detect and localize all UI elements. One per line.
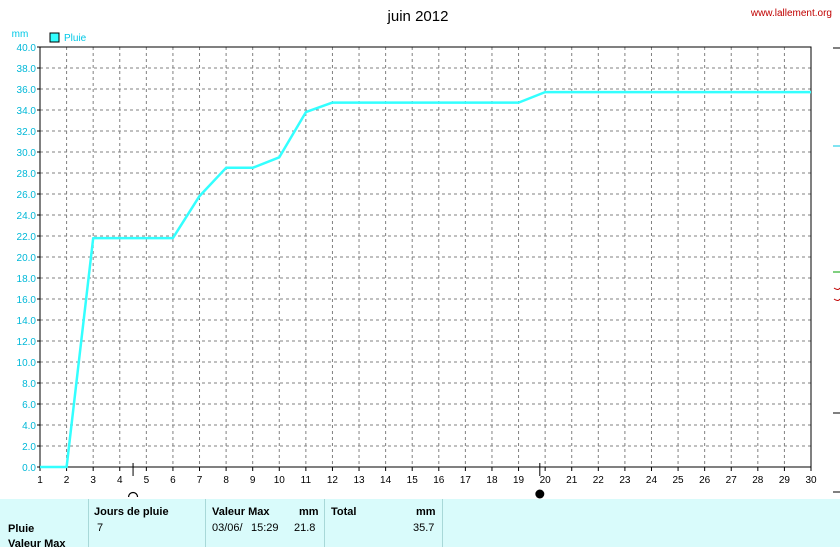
divider [88, 499, 89, 547]
valmax-unit: mm [299, 506, 319, 518]
x-tick-label: 25 [673, 475, 685, 486]
x-tick-label: 3 [90, 475, 96, 486]
divider [442, 499, 443, 547]
x-tick-label: 27 [726, 475, 738, 486]
x-tick-label: 15 [407, 475, 419, 486]
grid [40, 47, 811, 467]
source-label: www.lallement.org [750, 8, 832, 19]
x-tick-label: 8 [223, 475, 229, 486]
stats-row-label: Pluie [8, 523, 35, 535]
y-axis: 0.0 2.0 4.0 6.0 8.0 10.0 12.0 14.0 16.0 18.0 20.0 2… [17, 43, 40, 474]
y-tick-label: 40.0 [17, 43, 37, 54]
x-axis: 1 2 3 4 5 6 7 8 9 10 11 12 13 14 15 16 17 18 19 20 21 22 23 24 2… [37, 467, 817, 486]
x-tick-label: 17 [460, 475, 472, 486]
stats-row-label-2: Valeur Max [8, 538, 66, 550]
x-tick-label: 16 [433, 475, 445, 486]
x-tick-label: 19 [513, 475, 525, 486]
moon-phases [127, 463, 545, 499]
valmax-header: Valeur Max [212, 506, 270, 518]
legend: Pluie [49, 32, 87, 44]
valmax-value: 21.8 [294, 522, 316, 534]
y-tick-label: 16.0 [17, 295, 37, 306]
new-moon-icon [535, 489, 545, 499]
y-tick-label: 30.0 [17, 148, 37, 159]
x-tick-label: 1 [37, 475, 43, 486]
y-tick-label: 10.0 [17, 358, 37, 369]
y-tick-label: 38.0 [17, 64, 37, 75]
x-tick-label: 21 [566, 475, 578, 486]
plot-frame [39, 46, 812, 468]
divider [324, 499, 325, 547]
x-tick-label: 11 [301, 475, 312, 486]
series-pluie [40, 90, 811, 469]
x-tick-label: 5 [144, 475, 150, 486]
valmax-time: 15:29 [251, 522, 279, 534]
x-tick-label: 18 [486, 475, 498, 486]
y-tick-label: 12.0 [17, 337, 37, 348]
first-quarter-moon-icon [127, 491, 139, 498]
y-tick-label: 36.0 [17, 85, 37, 96]
total-value: 35.7 [413, 522, 435, 534]
x-tick-label: 4 [117, 475, 123, 486]
rain-chart: juin 2012 www.lallement.org mm Pluie 0.0… [12, 8, 840, 499]
x-tick-label: 7 [197, 475, 203, 486]
y-tick-label: 18.0 [17, 274, 37, 285]
y-unit-label: mm [12, 29, 29, 40]
y-tick-label: 20.0 [17, 253, 37, 264]
x-tick-label: 20 [540, 475, 552, 486]
y-tick-label: 28.0 [17, 169, 37, 180]
x-tick-label: 28 [752, 475, 764, 486]
x-tick-label: 30 [805, 475, 817, 486]
x-tick-label: 6 [170, 475, 176, 486]
right-edge-marks [833, 47, 840, 493]
x-tick-label: 9 [250, 475, 256, 486]
x-tick-label: 10 [274, 475, 286, 486]
chart-title: juin 2012 [387, 8, 449, 25]
jours-header: Jours de pluie [94, 506, 169, 518]
x-tick-label: 13 [353, 475, 365, 486]
jours-value: 7 [97, 522, 104, 534]
x-tick-label: 2 [64, 475, 70, 486]
series-line-pluie [40, 90, 811, 469]
total-header: Total [331, 506, 357, 518]
legend-swatch [49, 32, 60, 43]
x-tick-label: 24 [646, 475, 658, 486]
legend-label: Pluie [64, 33, 87, 44]
y-tick-label: 4.0 [22, 421, 36, 432]
y-tick-label: 8.0 [22, 379, 36, 390]
x-tick-label: 12 [327, 475, 339, 486]
y-tick-label: 6.0 [22, 400, 36, 411]
y-tick-label: 22.0 [17, 232, 37, 243]
y-tick-label: 0.0 [22, 463, 36, 474]
stats-panel: Pluie Valeur Max Jours de pluie 7 Valeur… [0, 499, 840, 550]
x-tick-label: 22 [593, 475, 605, 486]
y-tick-label: 34.0 [17, 106, 37, 117]
y-tick-label: 2.0 [22, 442, 36, 453]
divider [205, 499, 206, 547]
x-tick-label: 26 [699, 475, 711, 486]
y-tick-label: 32.0 [17, 127, 37, 138]
x-tick-label: 23 [619, 475, 631, 486]
x-tick-label: 14 [380, 475, 392, 486]
y-tick-label: 24.0 [17, 211, 37, 222]
valmax-date: 03/06/ [212, 522, 243, 534]
total-unit: mm [416, 506, 436, 518]
y-tick-label: 26.0 [17, 190, 37, 201]
x-tick-label: 29 [779, 475, 791, 486]
y-tick-label: 14.0 [17, 316, 37, 327]
